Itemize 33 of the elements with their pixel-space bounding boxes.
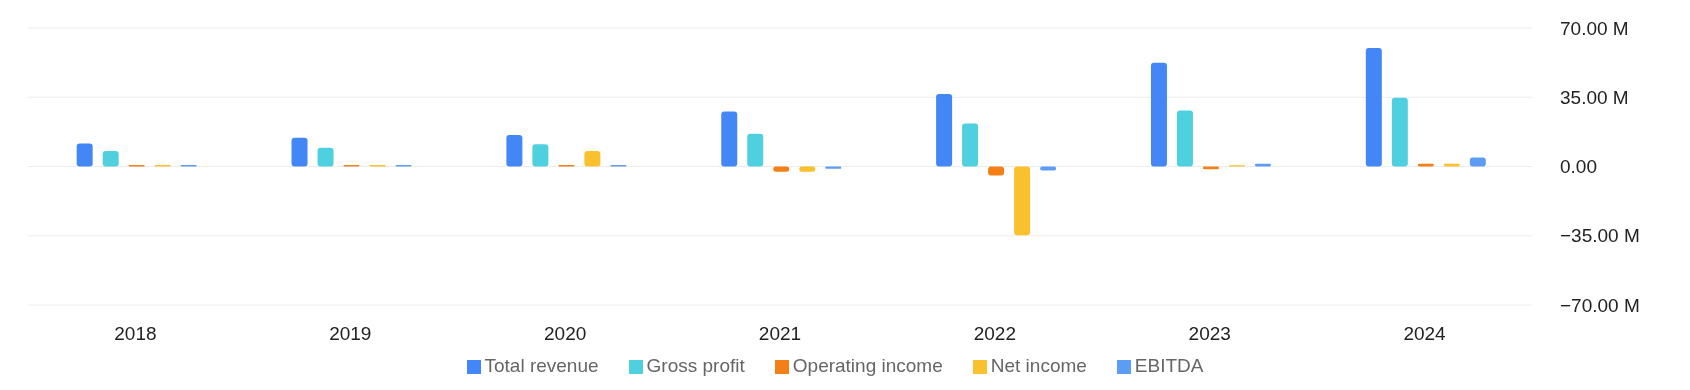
bar	[1365, 47, 1382, 167]
bar	[721, 111, 738, 167]
bar	[1014, 166, 1031, 236]
bar	[532, 144, 549, 167]
x-tick-label: 2023	[1188, 323, 1231, 345]
bar	[747, 133, 764, 167]
bar	[506, 135, 523, 167]
bar	[962, 123, 979, 167]
legend-label: Net income	[990, 355, 1087, 376]
legend-label: EBITDA	[1134, 355, 1204, 376]
bar	[291, 137, 308, 167]
x-tick-label: 2018	[114, 323, 157, 345]
legend-label: Gross profit	[646, 355, 745, 376]
y-tick-label: −35.00 M	[1560, 225, 1640, 247]
y-tick-label: −70.00 M	[1560, 294, 1640, 316]
x-tick-label: 2022	[973, 323, 1016, 345]
bar	[102, 151, 119, 167]
y-tick-label: 35.00 M	[1560, 87, 1629, 108]
legend-label: Total revenue	[484, 355, 599, 376]
bar	[317, 147, 334, 167]
bar	[936, 93, 953, 167]
x-tick-label: 2019	[329, 323, 372, 345]
bar	[76, 143, 93, 167]
bar	[1391, 97, 1408, 167]
bar	[584, 151, 601, 167]
x-tick-label: 2020	[544, 323, 587, 345]
y-tick-label: 0.00	[1560, 156, 1597, 178]
legend-label: Operating income	[792, 355, 943, 376]
bar	[1150, 62, 1167, 167]
bar	[1176, 110, 1193, 167]
x-tick-label: 2024	[1403, 323, 1447, 345]
y-tick-label: 70.00 M	[1560, 17, 1629, 39]
x-tick-label: 2021	[758, 323, 802, 345]
